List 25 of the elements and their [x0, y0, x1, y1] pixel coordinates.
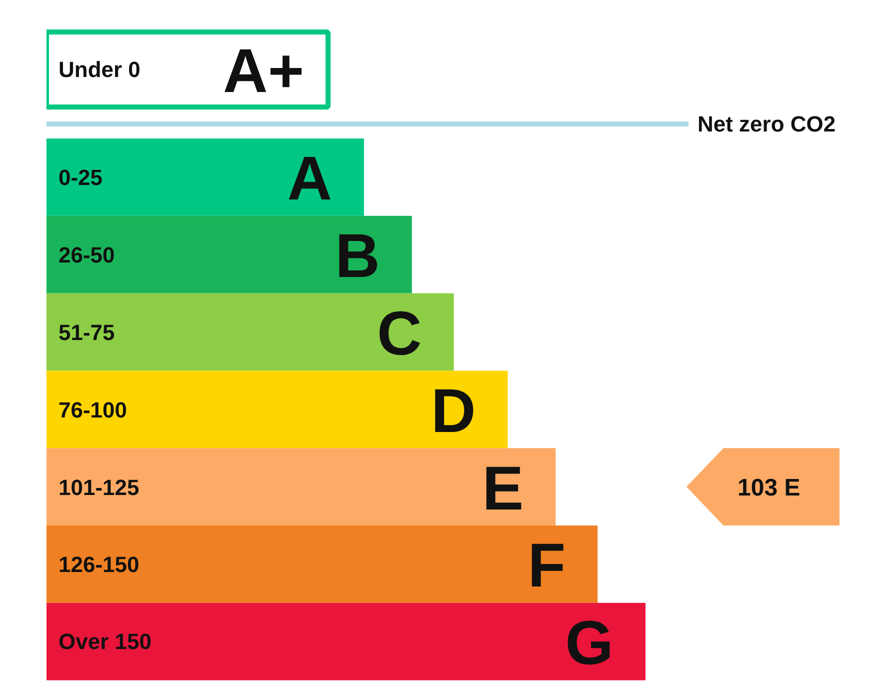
bar: [46, 526, 598, 603]
bar: [46, 602, 646, 680]
annotation: E: [482, 454, 524, 524]
annotation: B: [335, 222, 380, 292]
y-tick-label: Over 150: [58, 629, 152, 654]
annotation: F: [528, 532, 566, 601]
annotation: D: [430, 376, 476, 446]
ref-line-label: Net zero CO2: [698, 112, 836, 136]
annotation: G: [565, 609, 614, 678]
y-tick-label: 126-150: [58, 552, 140, 578]
text: 103 E: [738, 474, 800, 502]
annotation: A+: [223, 37, 304, 106]
bar: [46, 138, 364, 216]
y-tick-label: 0-25: [58, 165, 103, 190]
y-tick-label: 26-50: [58, 242, 115, 268]
y-tick-label: Under 0: [58, 57, 140, 82]
y-tick-label: 101-125: [58, 474, 140, 500]
bar: [46, 370, 508, 448]
bar: [46, 293, 454, 371]
annotation: C: [377, 300, 422, 368]
annotation: A: [287, 144, 332, 214]
bar: [46, 216, 412, 294]
y-tick-label: 51-75: [58, 320, 115, 345]
bar: [46, 448, 556, 526]
y-tick-label: 76-100: [58, 397, 128, 422]
